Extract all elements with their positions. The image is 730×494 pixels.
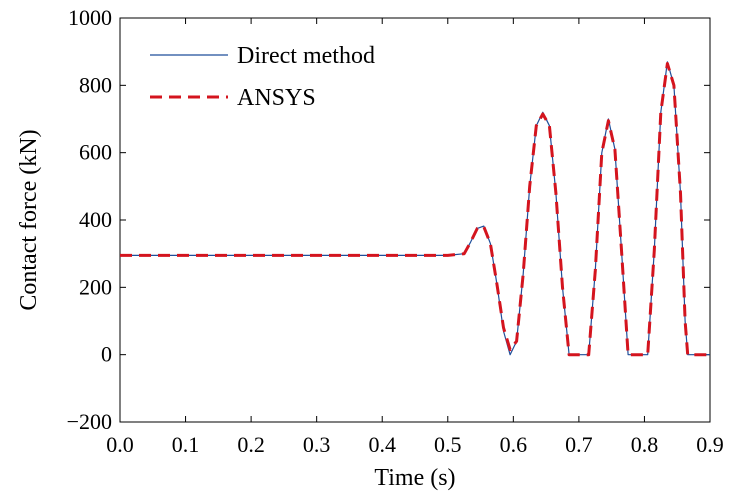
- x-tick-label: 0.1: [172, 432, 200, 457]
- x-tick-label: 0.5: [434, 432, 462, 457]
- y-axis-title: Contact force (kN): [16, 129, 42, 310]
- axis-ticks: 0.0 0.1 0.2 0.3 0.4 0.5 0.6 0.7 0.8 0.9 −200 0 200 40…: [67, 5, 724, 457]
- x-tick-label: 0.0: [106, 432, 134, 457]
- x-tick-label: 0.6: [500, 432, 528, 457]
- series-line-ansys: [120, 62, 710, 357]
- x-tick-label: 0.7: [565, 432, 593, 457]
- y-tick-label: 800: [79, 72, 112, 97]
- legend-label-ansys: ANSYS: [237, 85, 316, 111]
- y-tick-label: 1000: [68, 5, 112, 30]
- x-tick-label: 0.9: [696, 432, 724, 457]
- legend: Direct method ANSYS: [150, 43, 375, 111]
- legend-label-direct-method: Direct method: [237, 43, 375, 69]
- x-axis-title: Time (s): [374, 465, 455, 491]
- x-tick-label: 0.3: [303, 432, 331, 457]
- plot-area: [119, 17, 711, 423]
- y-tick-label: 600: [79, 140, 112, 165]
- series-layer: [120, 61, 710, 357]
- x-tick-label: 0.2: [237, 432, 265, 457]
- y-tick-label: 400: [79, 207, 112, 232]
- y-tick-label: 200: [79, 274, 112, 299]
- x-tick-label: 0.8: [631, 432, 659, 457]
- y-tick-label: 0: [101, 342, 112, 367]
- y-tick-label: −200: [67, 409, 112, 434]
- x-tick-label: 0.4: [368, 432, 396, 457]
